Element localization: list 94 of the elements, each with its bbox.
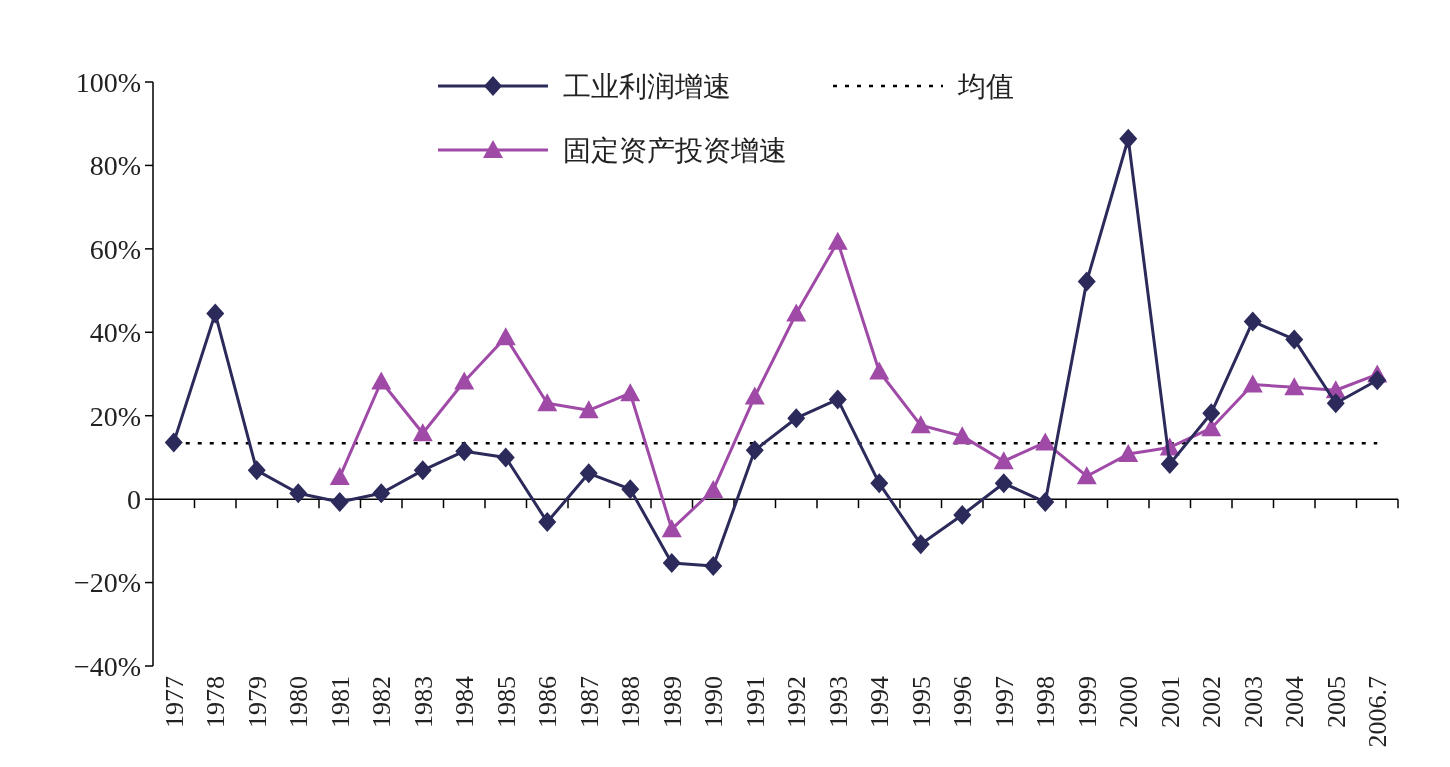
point	[1243, 311, 1262, 332]
point	[289, 483, 308, 504]
x-tick-label: 1996	[948, 676, 978, 728]
x-tick-label: 2001	[1155, 676, 1185, 728]
point	[703, 479, 724, 498]
x-tick-label: 1985	[491, 676, 521, 728]
point	[661, 519, 682, 538]
x-tick-label: 1979	[242, 676, 272, 728]
x-tick-label: 1997	[989, 676, 1019, 728]
point	[1077, 271, 1096, 292]
point	[662, 552, 681, 573]
point	[704, 555, 723, 576]
x-tick-label: 2002	[1197, 676, 1227, 728]
point	[579, 463, 598, 484]
x-tick-label: 1987	[574, 676, 604, 728]
x-tick-label: 1998	[1031, 676, 1061, 728]
x-tick-label: 1989	[657, 676, 687, 728]
legend-label: 均值	[957, 70, 1014, 102]
point	[1202, 403, 1221, 424]
point	[329, 467, 350, 486]
x-tick-label: 2003	[1238, 676, 1268, 728]
point	[495, 327, 516, 346]
point	[455, 441, 474, 462]
x-tick-label: 1991	[740, 676, 770, 728]
x-tick-label: 1995	[906, 676, 936, 728]
point	[1035, 432, 1056, 451]
x-tick-label: 1993	[823, 676, 853, 728]
x-tick-label: 1992	[782, 676, 812, 728]
point	[412, 423, 433, 442]
point	[454, 371, 475, 390]
point	[206, 303, 225, 324]
point	[330, 492, 349, 513]
point	[413, 460, 432, 481]
point	[621, 479, 640, 500]
x-tick-label: 1984	[450, 676, 480, 728]
point	[787, 408, 806, 429]
point	[1036, 492, 1055, 513]
point	[1368, 370, 1387, 391]
x-tick-label: 1977	[159, 676, 189, 728]
point	[952, 426, 973, 445]
point	[869, 361, 890, 380]
legend-label: 固定资产投资增速	[563, 134, 787, 166]
x-tick-label: 1978	[201, 676, 231, 728]
point	[744, 386, 765, 405]
point	[953, 504, 972, 525]
point	[828, 389, 847, 410]
x-tick-label: 1982	[367, 676, 397, 728]
point	[993, 451, 1014, 470]
x-tick-label: 1986	[533, 676, 563, 728]
y-tick-label: 80%	[89, 150, 141, 182]
point	[620, 383, 641, 402]
x-tick-label: 1999	[1072, 676, 1102, 728]
x-tick-label: 2004	[1280, 676, 1310, 728]
x-tick-label: 2006.7	[1363, 676, 1393, 748]
point	[1119, 128, 1138, 149]
point	[910, 415, 931, 434]
y-tick-label: 20%	[89, 400, 141, 432]
x-tick-label: 1980	[284, 676, 314, 728]
y-tick-label: 40%	[89, 317, 141, 349]
point	[496, 447, 515, 468]
point	[1284, 377, 1305, 396]
point	[164, 432, 183, 453]
point	[911, 534, 930, 555]
y-tick-label: 100%	[75, 66, 141, 98]
x-tick-label: 1994	[865, 676, 895, 728]
point	[1160, 454, 1179, 475]
point	[1326, 393, 1345, 414]
point	[371, 371, 392, 390]
point	[827, 231, 848, 250]
y-tick-label: 0	[127, 483, 141, 515]
x-tick-label: 1990	[699, 676, 729, 728]
x-tick-label: 1983	[408, 676, 438, 728]
point	[247, 460, 266, 481]
x-tick-label: 2005	[1321, 676, 1351, 728]
point	[1201, 418, 1222, 437]
point	[870, 473, 889, 494]
legend-label: 工业利润增速	[563, 70, 731, 102]
point	[745, 440, 764, 461]
point	[537, 393, 558, 412]
point	[786, 303, 807, 322]
point	[1118, 444, 1139, 463]
point	[1076, 466, 1097, 485]
x-tick-label: 2000	[1114, 676, 1144, 728]
x-tick-label: 1981	[325, 676, 355, 728]
point	[1285, 329, 1304, 350]
point	[1242, 374, 1263, 393]
x-tick-label: 1988	[616, 676, 646, 728]
y-tick-label: −40%	[73, 650, 141, 682]
y-tick-label: −20%	[73, 567, 141, 599]
y-tick-label: 60%	[89, 233, 141, 265]
point	[578, 400, 599, 419]
point	[538, 512, 557, 533]
point	[994, 473, 1013, 494]
point	[372, 483, 391, 504]
